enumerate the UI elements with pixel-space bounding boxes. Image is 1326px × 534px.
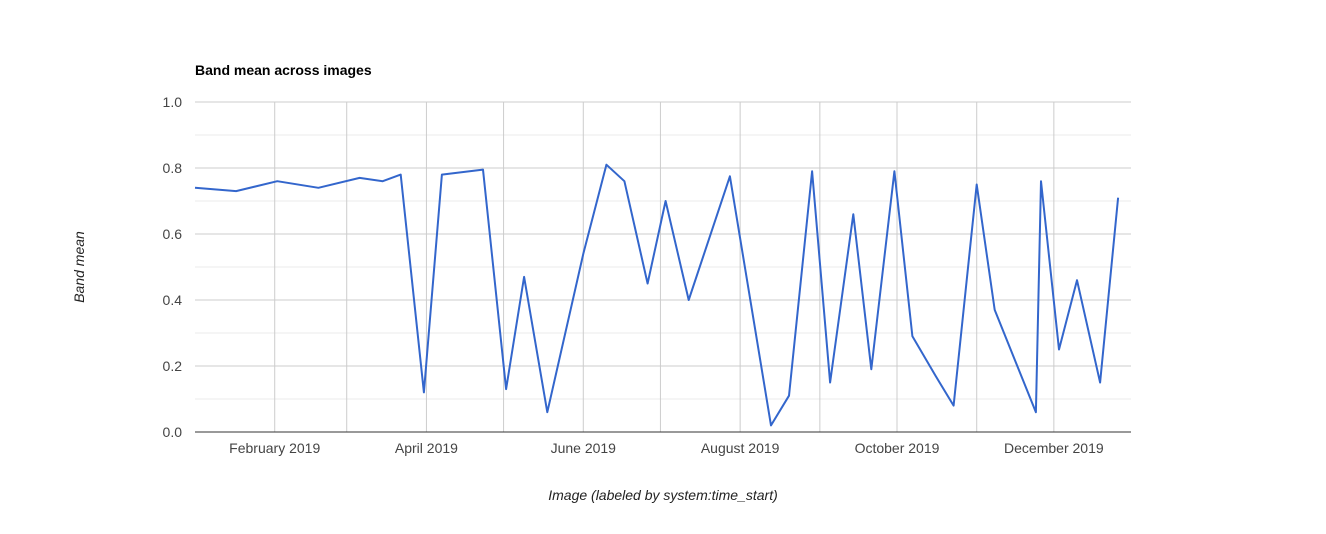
series-line bbox=[194, 163, 1120, 427]
x-tick-labels: February 2019 April 2019 June 2019 August 2… bbox=[229, 440, 1104, 456]
chart-title: Band mean across images bbox=[195, 62, 372, 78]
y-axis-title: Band mean bbox=[71, 231, 87, 303]
x-tick-label: February 2019 bbox=[229, 440, 320, 456]
minor-gridlines bbox=[195, 102, 1131, 432]
x-tick-label: April 2019 bbox=[395, 440, 458, 456]
x-tick-label: June 2019 bbox=[551, 440, 617, 456]
x-gridlines bbox=[274, 102, 1055, 432]
y-tick-label: 0.8 bbox=[163, 160, 183, 176]
y-tick-label: 0.2 bbox=[163, 358, 183, 374]
x-tick-label: December 2019 bbox=[1004, 440, 1104, 456]
x-axis-title: Image (labeled by system:time_start) bbox=[548, 487, 778, 503]
y-tick-label: 1.0 bbox=[163, 94, 183, 110]
y-tick-labels: 0.0 0.2 0.4 0.6 0.8 1.0 bbox=[163, 94, 183, 440]
y-gridlines bbox=[195, 101, 1131, 367]
y-tick-label: 0.0 bbox=[163, 424, 183, 440]
y-tick-label: 0.6 bbox=[163, 226, 183, 242]
y-tick-label: 0.4 bbox=[163, 292, 183, 308]
x-tick-label: August 2019 bbox=[701, 440, 780, 456]
x-tick-label: October 2019 bbox=[855, 440, 940, 456]
series-layer bbox=[194, 163, 1120, 427]
